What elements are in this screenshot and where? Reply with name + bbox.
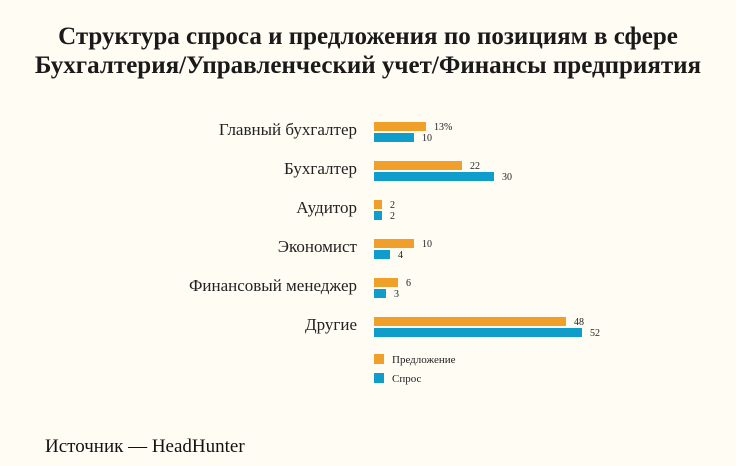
category-label: Экономист bbox=[278, 237, 358, 256]
demand-value-label: 52 bbox=[590, 328, 600, 339]
legend-swatch-supply bbox=[374, 354, 384, 364]
legend-label-demand: Спрос bbox=[392, 373, 421, 385]
chart-title-line-2: Бухгалтерия/Управленческий учет/Финансы … bbox=[34, 52, 702, 79]
demand-value-label: 3 bbox=[394, 289, 399, 300]
supply-bar bbox=[374, 317, 566, 326]
chart-title: Структура спроса и предложения по позици… bbox=[0, 22, 736, 80]
demand-bar bbox=[374, 289, 386, 298]
supply-value-label: 48 bbox=[574, 317, 584, 328]
legend-swatch-demand bbox=[374, 373, 384, 383]
supply-value-label: 13% bbox=[434, 122, 452, 133]
supply-value-label: 22 bbox=[470, 161, 480, 172]
demand-bar bbox=[374, 133, 414, 142]
supply-bar bbox=[374, 122, 426, 131]
supply-bar bbox=[374, 239, 414, 248]
demand-bar bbox=[374, 328, 582, 337]
legend-label-supply: Предложение bbox=[392, 354, 456, 366]
demand-value-label: 4 bbox=[398, 250, 403, 261]
category-label: Другие bbox=[305, 315, 357, 334]
supply-bar bbox=[374, 278, 398, 287]
demand-value-label: 30 bbox=[502, 172, 512, 183]
supply-value-label: 2 bbox=[390, 200, 395, 211]
category-label: Главный бухгалтер bbox=[219, 120, 357, 139]
demand-bar bbox=[374, 172, 494, 181]
supply-value-label: 6 bbox=[406, 278, 411, 289]
supply-bar bbox=[374, 200, 382, 209]
demand-value-label: 2 bbox=[390, 211, 395, 222]
supply-value-label: 10 bbox=[422, 239, 432, 250]
chart-title-line-1: Структура спроса и предложения по позици… bbox=[58, 23, 678, 50]
category-label: Аудитор bbox=[296, 198, 357, 217]
demand-value-label: 10 bbox=[422, 133, 432, 144]
supply-bar bbox=[374, 161, 462, 170]
category-label: Финансовый менеджер bbox=[189, 276, 357, 295]
source-note: Источник — HeadHunter bbox=[45, 436, 245, 457]
category-label: Бухгалтер bbox=[284, 159, 357, 178]
demand-bar bbox=[374, 250, 390, 259]
demand-bar bbox=[374, 211, 382, 220]
